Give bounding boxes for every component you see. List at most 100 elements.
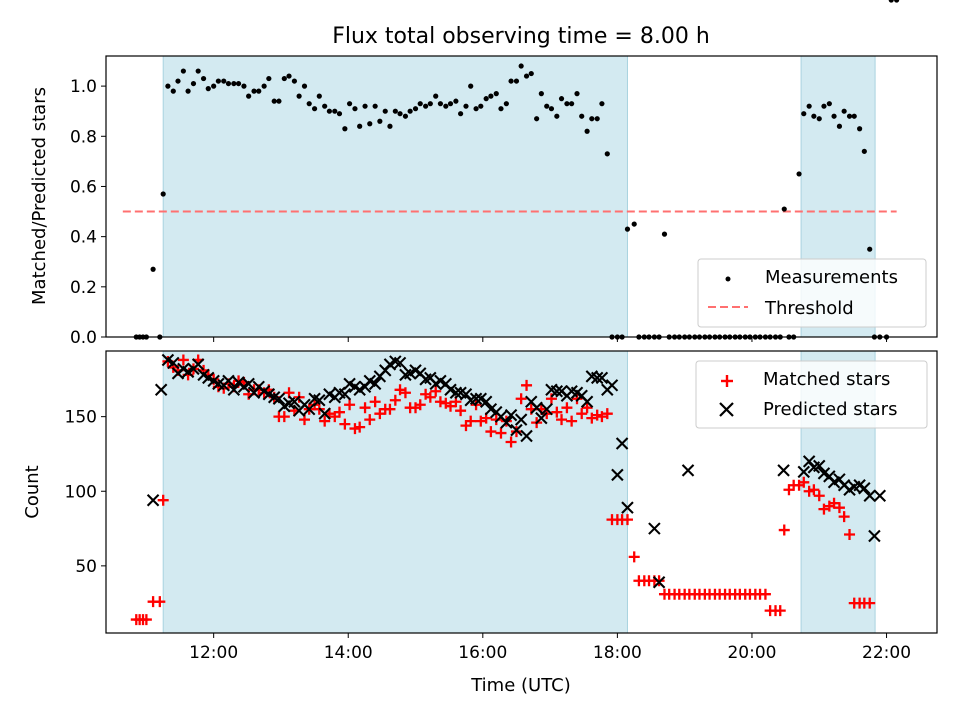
predicted-stars-point [777, 464, 790, 477]
predicted-stars-point [272, 392, 286, 405]
measurements-point [483, 96, 489, 102]
measurements-point [826, 101, 832, 107]
measurements-point [271, 98, 277, 104]
measurements-point [518, 63, 524, 69]
measurements-point [231, 80, 237, 87]
measurements-point [352, 106, 358, 112]
measurements-point [443, 103, 449, 109]
matched-stars-point [359, 402, 371, 414]
measurements-point [190, 80, 197, 87]
measurements-point [548, 106, 555, 112]
matched-stars-point [510, 426, 522, 438]
measurements-point [538, 91, 544, 97]
measurements-point [417, 101, 423, 107]
matched-stars-point [778, 524, 790, 536]
measurements-point [175, 78, 181, 84]
measurements-point [357, 123, 363, 129]
matched-stars-point [154, 596, 166, 608]
matched-stars-point [384, 403, 396, 415]
predicted-stars-point [510, 423, 523, 437]
matched-stars-point [278, 411, 290, 423]
predicted-stars-point [611, 468, 624, 482]
predicted-stars-point [530, 401, 543, 414]
measurements-point [801, 111, 807, 117]
matched-stars-point [576, 408, 588, 420]
count-panel-legend: Matched stars Predicted stars [695, 360, 928, 429]
measurements-point [311, 106, 318, 112]
measurements-point [584, 128, 590, 134]
legend-matched-label: Matched stars [763, 369, 890, 390]
measurements-point [397, 111, 403, 117]
x-tick-label: 12:00 [189, 643, 238, 663]
predicted-stars-point [535, 411, 548, 425]
measurements-point [180, 68, 186, 74]
measurements-point [372, 103, 378, 109]
matched-stars-point [556, 414, 568, 426]
measurements-point [165, 83, 171, 89]
measurements-point [362, 103, 368, 109]
matched-stars-point [485, 426, 497, 438]
measurements-point [554, 113, 560, 119]
predicted-stars-point [648, 522, 661, 535]
measurements-point [326, 108, 332, 114]
measurements-point [150, 266, 156, 272]
measurements-point [811, 113, 817, 119]
measurements-point [266, 75, 272, 82]
matched-stars-point [364, 414, 376, 426]
measurements-point [346, 101, 353, 107]
measurements-point [836, 123, 843, 129]
measurements-point [423, 103, 429, 109]
measurements-point [170, 88, 176, 94]
count-panel-frame [105, 350, 938, 634]
measurements-point [276, 98, 282, 104]
y-tick-label: 150 [65, 408, 97, 428]
measurements-point [544, 103, 550, 109]
measurements-point [185, 88, 191, 94]
matched-stars-point [521, 379, 533, 391]
matched-stars-point [399, 387, 411, 399]
predicted-stars-point [652, 576, 666, 589]
measurements-point [160, 191, 166, 197]
matched-stars-point [551, 406, 563, 418]
legend-threshold-label: Threshold [764, 298, 854, 319]
ratio-panel-frame [105, 55, 938, 338]
matched-stars-point [571, 393, 583, 405]
measurements-point [488, 93, 494, 99]
measurements-point [468, 83, 474, 89]
matched-stars-point [344, 399, 356, 411]
legend-frame [697, 258, 927, 328]
measurements-point [195, 68, 201, 74]
measurements-point [534, 116, 540, 122]
matched-stars-point [628, 551, 640, 563]
measurements-point [225, 80, 232, 87]
measurements-point [894, 0, 900, 3]
measurements-point [528, 70, 534, 77]
measurements-point [821, 103, 827, 109]
y-tick-label: 0.2 [70, 278, 97, 298]
predicted-stars-point [318, 407, 331, 420]
predicted-stars-point [338, 388, 352, 401]
legend-frame [695, 360, 928, 429]
predicted-stars-point [514, 413, 528, 426]
matched-stars-point [515, 393, 527, 405]
measurements-point [387, 123, 393, 129]
matched-stars-point [495, 427, 507, 439]
measurements-point [463, 103, 469, 109]
y-tick-label: 1.0 [70, 77, 97, 97]
matched-stars-point [601, 408, 613, 420]
measurements-point [558, 96, 565, 102]
x-tick-label: 20:00 [727, 643, 776, 663]
predicted-stars-point [504, 408, 518, 422]
count-panel-ylabel: Count [22, 465, 43, 518]
predicted-stars-point [621, 501, 634, 514]
measurements-point [589, 116, 595, 122]
matched-stars-point [653, 575, 665, 587]
measurements-point [427, 101, 433, 107]
measurements-point [437, 101, 444, 107]
predicted-stars-point [863, 489, 876, 502]
measurements-point [781, 206, 787, 212]
ratio-panel-ylabel: Matched/Predicted stars [29, 87, 50, 305]
measurements-point [473, 106, 479, 112]
measurements-point [336, 111, 343, 117]
